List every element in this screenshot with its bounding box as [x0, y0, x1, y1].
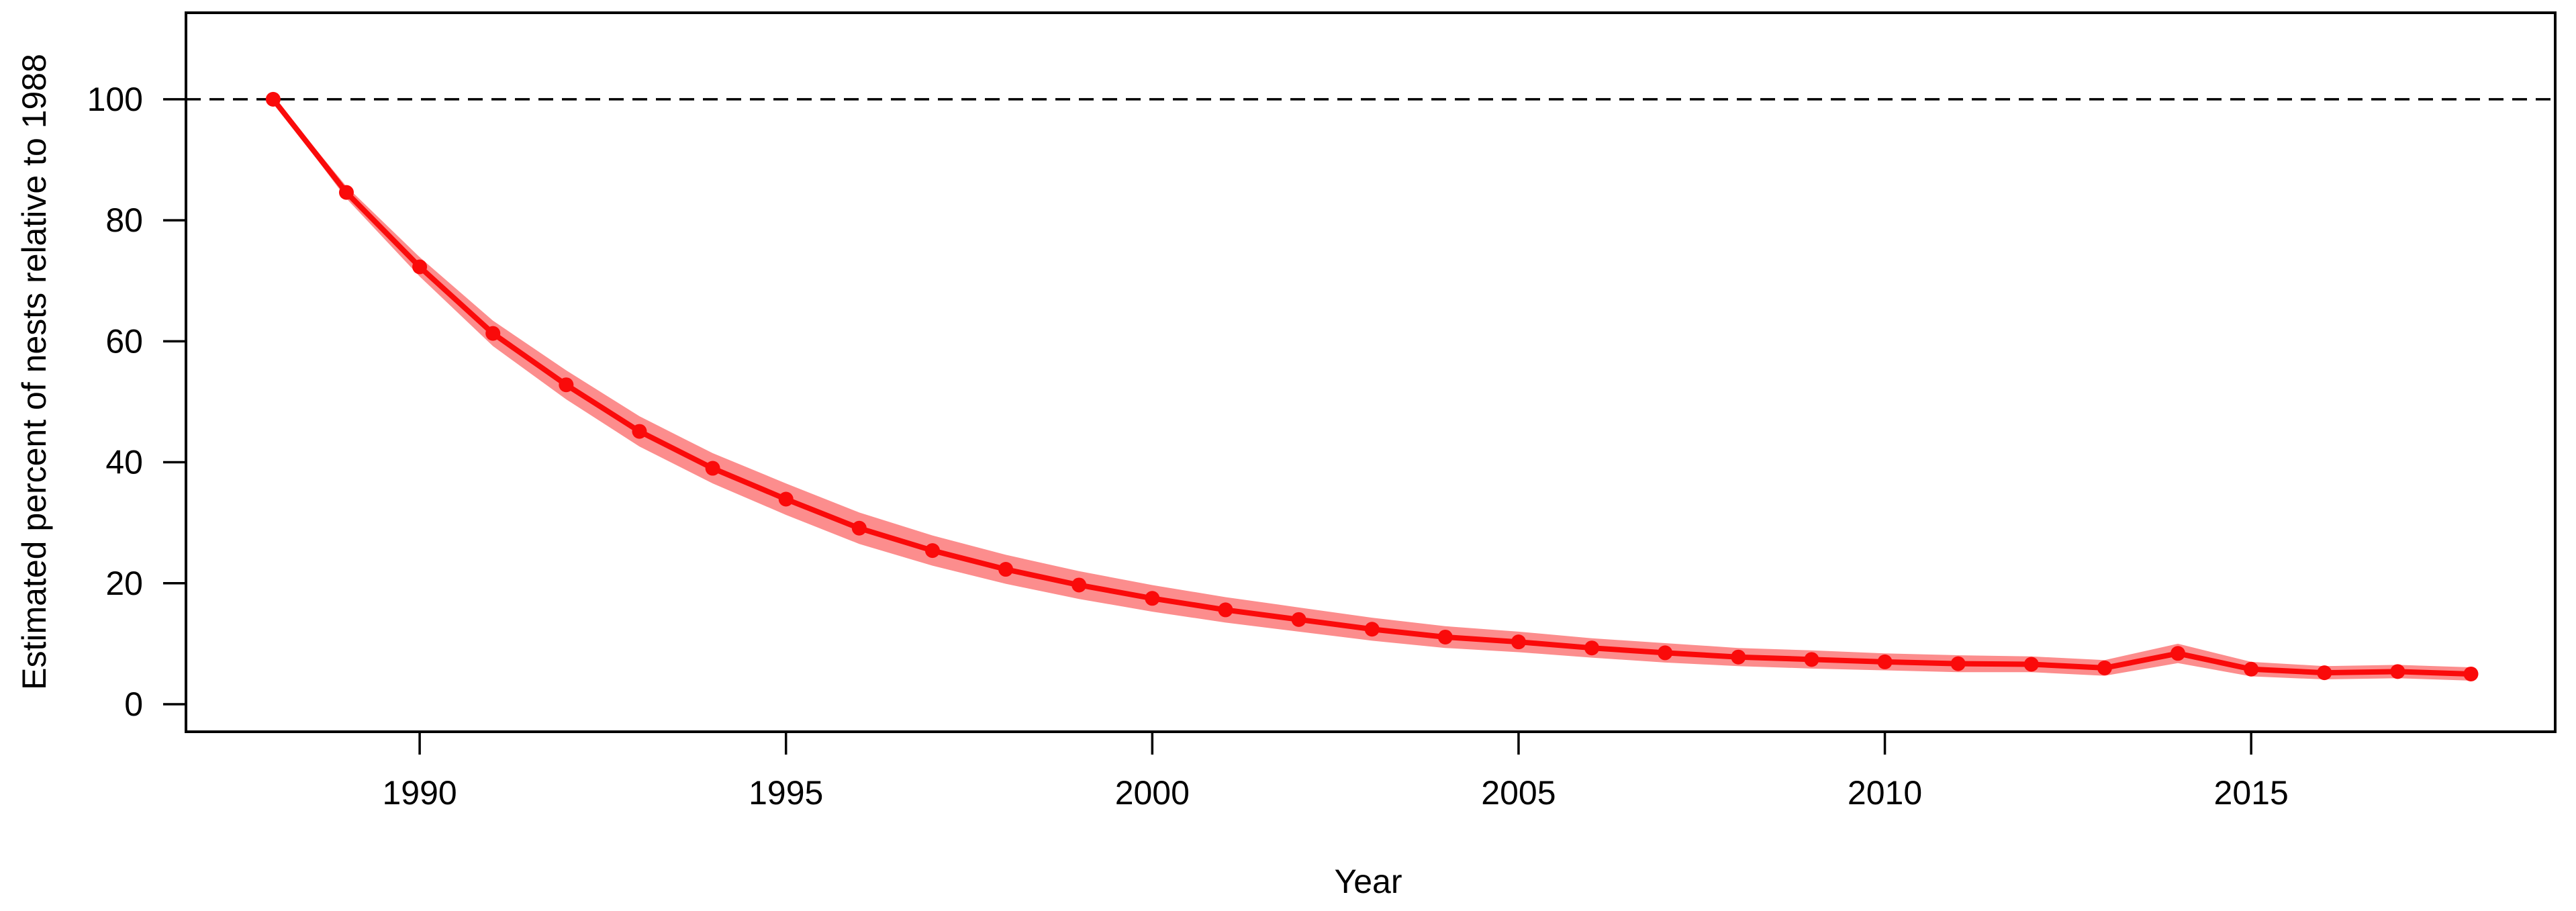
x-tick-label: 2000 [1115, 774, 1190, 812]
data-point [1804, 652, 1819, 667]
data-point [1437, 629, 1453, 644]
data-point [485, 326, 501, 341]
data-point [924, 543, 940, 559]
data-point [559, 377, 574, 393]
data-point [778, 491, 794, 507]
x-axis-label: Year [1334, 863, 1402, 900]
data-point [1511, 634, 1526, 650]
data-point [1071, 577, 1087, 593]
y-tick-label: 0 [124, 685, 143, 723]
trend-line [270, 96, 2474, 677]
data-point [265, 91, 281, 107]
x-tick-label: 2015 [2214, 774, 2289, 812]
data-point [1950, 656, 1966, 671]
y-axis-layer: 0 20 40 60 80 100 [87, 81, 186, 723]
y-tick-label: 60 [105, 322, 143, 360]
y-axis-label: Estimated percent of nests relative to 1… [15, 54, 53, 690]
data-point [851, 520, 867, 536]
data-point [2097, 660, 2112, 675]
data-point [2317, 665, 2332, 681]
plot-box-layer [185, 11, 2557, 733]
data-points-layer [265, 91, 2479, 681]
confidence-band-layer [273, 97, 2471, 681]
data-point [998, 562, 1014, 577]
confidence-band [273, 97, 2471, 681]
data-point [632, 424, 647, 439]
data-point [1218, 602, 1233, 618]
data-point [705, 461, 720, 476]
y-tick-label: 80 [105, 201, 143, 239]
data-point [2023, 657, 2039, 672]
data-point [2463, 666, 2479, 681]
data-point [1731, 649, 1746, 665]
data-point [1658, 645, 1673, 661]
data-point [338, 185, 354, 200]
x-tick-label: 2005 [1481, 774, 1556, 812]
x-axis-layer: 1990 1995 2000 2005 2010 2015 [382, 732, 2289, 812]
data-point [2390, 664, 2405, 679]
data-point [1145, 591, 1160, 606]
data-point [1291, 612, 1306, 627]
data-point [412, 259, 428, 275]
data-point [1877, 654, 1893, 669]
x-tick-label: 1990 [382, 774, 457, 812]
x-tick-label: 1995 [749, 774, 823, 812]
data-point [1584, 640, 1600, 656]
data-point [2170, 646, 2186, 661]
x-tick-label: 2010 [1848, 774, 1922, 812]
y-tick-label: 100 [87, 81, 143, 118]
data-point [1364, 622, 1380, 637]
y-tick-label: 20 [105, 565, 143, 602]
y-tick-label: 40 [105, 444, 143, 481]
data-point [2244, 661, 2259, 677]
trend-line-layer [270, 96, 2474, 677]
plot-box [185, 11, 2557, 733]
